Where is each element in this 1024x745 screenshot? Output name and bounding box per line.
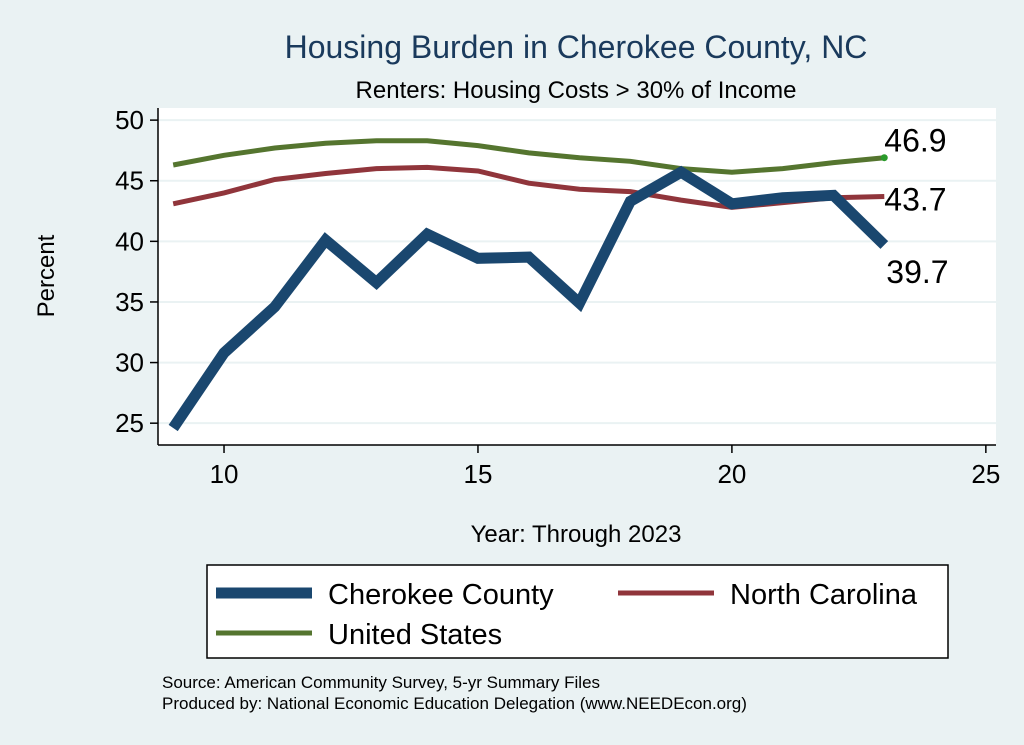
producer-note: Produced by: National Economic Education…	[162, 694, 747, 713]
x-tick-label: 25	[971, 459, 1000, 489]
x-tick-label: 10	[210, 459, 239, 489]
y-tick-label: 25	[115, 408, 144, 438]
legend-label-north-carolina: North Carolina	[730, 579, 918, 611]
x-tick-label: 20	[717, 459, 746, 489]
series-endpoint-united-states	[880, 154, 888, 162]
legend: Cherokee County North Carolina United St…	[206, 564, 949, 659]
legend-label-cherokee-county: Cherokee County	[328, 579, 554, 611]
y-tick-label: 40	[115, 226, 144, 256]
y-tick-label: 50	[115, 105, 144, 135]
end-label-north-carolina: 43.7	[884, 181, 946, 217]
y-tick-labels: 25 30 35 40 45 50	[115, 105, 144, 438]
source-note: Source: American Community Survey, 5-yr …	[162, 673, 600, 692]
x-tick-labels: 10 15 20 25	[210, 459, 1001, 489]
y-axis-label: Percent	[33, 234, 60, 317]
y-tick-label: 30	[115, 348, 144, 378]
x-axis-label: Year: Through 2023	[471, 521, 682, 548]
y-tick-label: 35	[115, 287, 144, 317]
legend-box	[206, 564, 949, 659]
y-tick-label: 45	[115, 166, 144, 196]
x-tick-label: 15	[464, 459, 493, 489]
chart-subtitle: Renters: Housing Costs > 30% of Income	[356, 77, 797, 104]
end-label-cherokee-county: 39.7	[886, 254, 948, 290]
chart-title: Housing Burden in Cherokee County, NC	[285, 29, 868, 65]
end-labels: 39.7 43.7 46.9	[884, 123, 948, 290]
axes	[150, 108, 996, 453]
end-label-united-states: 46.9	[884, 123, 946, 159]
legend-label-united-states: United States	[328, 619, 502, 651]
series-line-cherokee-county	[168, 165, 889, 432]
series-lines	[168, 138, 889, 432]
series-line-united-states	[172, 138, 885, 175]
